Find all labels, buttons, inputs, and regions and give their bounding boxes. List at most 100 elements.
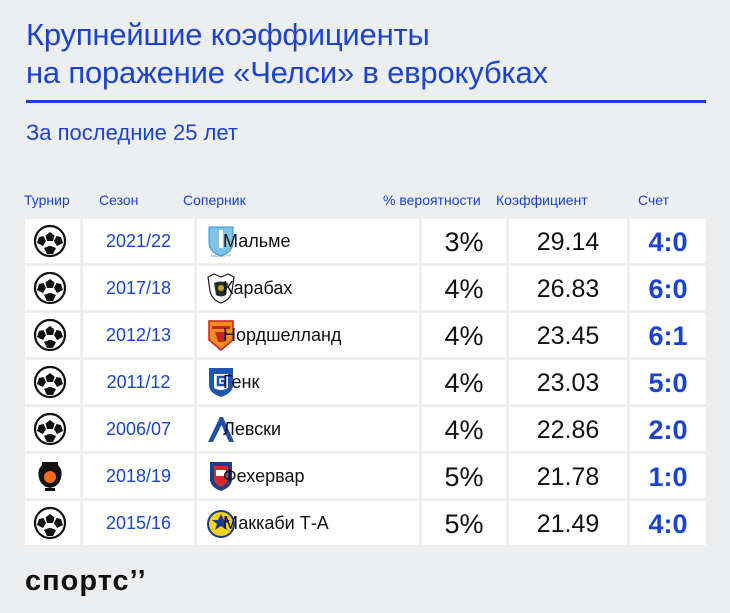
table-row: 2011/12 Генк 4% 23.03 5:0 [25, 360, 706, 407]
opponent-name: Левски [223, 419, 282, 439]
cell-season [83, 266, 194, 310]
cell-score [630, 219, 706, 263]
opponent-name: Нордшелланд [223, 325, 342, 345]
cell-probability [422, 407, 506, 451]
probability-value: 4% [444, 321, 484, 351]
cell-probability [422, 360, 506, 404]
europa-league-icon [33, 459, 67, 493]
header-tournament: Турнир [24, 192, 70, 208]
opponent-name: Фехервар [223, 466, 305, 486]
cell-season [83, 454, 194, 498]
odds-table: 2021/22 MALMÖ FF Мальме 3% 29.14 4:0 201… [25, 219, 706, 548]
header-score: Счет [638, 192, 669, 208]
probability-value: 5% [444, 462, 484, 492]
probability-value: 5% [444, 509, 484, 539]
cell-score [630, 360, 706, 404]
probability-value: 4% [444, 368, 484, 398]
brand-logo: спортс’’ [25, 565, 147, 597]
cell-coefficient [509, 360, 627, 404]
header-probability: % вероятности [383, 192, 481, 208]
maccabi-crest-icon [206, 506, 236, 540]
coefficient-value: 23.45 [536, 322, 600, 350]
score-value: 4:0 [648, 227, 688, 257]
cell-opponent [197, 454, 419, 498]
probability-value: 4% [444, 274, 484, 304]
score-value: 5:0 [648, 368, 688, 398]
cell-coefficient [509, 266, 627, 310]
title-line-1: Крупнейшие коэффициенты [26, 17, 430, 52]
header-season: Сезон [99, 192, 139, 208]
probability-value: 4% [444, 415, 484, 445]
qarabag-crest-icon [206, 271, 236, 305]
score-value: 6:0 [648, 274, 688, 304]
cell-season [83, 313, 194, 357]
title-line-2: на поражение «Челси» в еврокубках [26, 55, 548, 90]
cell-coefficient [509, 313, 627, 357]
levski-crest-icon [206, 412, 236, 446]
cell-score [630, 313, 706, 357]
subtitle: За последние 25 лет [26, 120, 238, 145]
table-row: 2017/18 Карабах 4% 26.83 6:0 [25, 266, 706, 313]
champions-league-icon [33, 224, 67, 258]
score-value: 4:0 [648, 509, 688, 539]
nordsjaelland-crest-icon [206, 318, 236, 352]
cell-coefficient [509, 501, 627, 545]
cell-opponent [197, 266, 419, 310]
cell-probability [422, 501, 506, 545]
champions-league-icon [33, 365, 67, 399]
cell-score [630, 454, 706, 498]
cell-coefficient [509, 407, 627, 451]
season-value: 2017/18 [105, 278, 172, 298]
cell-probability [422, 313, 506, 357]
cell-season [83, 407, 194, 451]
cell-season [83, 219, 194, 263]
header-coefficient: Коэффициент [496, 192, 588, 208]
champions-league-icon [33, 412, 67, 446]
malmo-crest-icon: MALMÖ FF [206, 224, 236, 258]
cell-probability [422, 454, 506, 498]
coefficient-value: 26.83 [536, 275, 600, 303]
title-divider [26, 100, 706, 103]
svg-text:MALMÖ FF: MALMÖ FF [211, 253, 232, 258]
cell-opponent [197, 313, 419, 357]
season-value: 2006/07 [105, 419, 172, 439]
page-title: Крупнейшие коэффициенты на поражение «Че… [26, 16, 716, 92]
table-row: 2006/07 Левски 4% 22.86 2:0 [25, 407, 706, 454]
champions-league-icon [33, 271, 67, 305]
score-value: 6:1 [648, 321, 688, 351]
cell-probability [422, 266, 506, 310]
coefficient-value: 23.03 [536, 369, 600, 397]
season-value: 2021/22 [105, 231, 172, 251]
genk-crest-icon [206, 365, 236, 399]
fehervar-crest-icon [206, 459, 236, 493]
coefficient-value: 29.14 [536, 228, 600, 256]
table-row: 2021/22 MALMÖ FF Мальме 3% 29.14 4:0 [25, 219, 706, 266]
cell-season [83, 360, 194, 404]
coefficient-value: 21.49 [536, 510, 600, 538]
cell-coefficient [509, 219, 627, 263]
cell-opponent [197, 219, 419, 263]
cell-probability [422, 219, 506, 263]
cell-opponent [197, 407, 419, 451]
cell-score [630, 266, 706, 310]
header-opponent: Соперник [183, 192, 246, 208]
cell-coefficient [509, 454, 627, 498]
score-value: 1:0 [648, 462, 688, 492]
cell-opponent [197, 360, 419, 404]
opponent-name: Маккаби Т-А [223, 513, 329, 533]
opponent-name: Генк [223, 372, 260, 392]
opponent-name: Мальме [223, 231, 291, 251]
season-value: 2018/19 [105, 466, 172, 486]
season-value: 2012/13 [105, 325, 172, 345]
coefficient-value: 21.78 [536, 463, 600, 491]
opponent-name: Карабах [223, 278, 293, 298]
table-row: 2015/16 Маккаби Т-А 5% 21.49 4:0 [25, 501, 706, 548]
champions-league-icon [33, 506, 67, 540]
season-value: 2015/16 [105, 513, 172, 533]
cell-score [630, 407, 706, 451]
cell-score [630, 501, 706, 545]
champions-league-icon [33, 318, 67, 352]
table-row: 2018/19 Фехервар 5% 21.78 1:0 [25, 454, 706, 501]
coefficient-value: 22.86 [536, 416, 600, 444]
season-value: 2011/12 [106, 372, 171, 392]
